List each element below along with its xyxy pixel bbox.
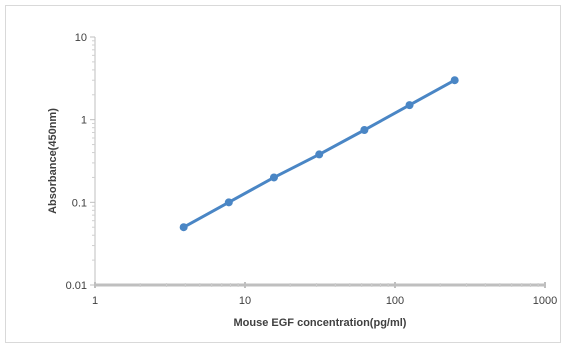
y-tick-labels: 10 1 0.1 0.01 [66,32,87,292]
data-point [450,76,459,85]
data-point [224,198,233,207]
tick-marks [90,36,546,288]
x-axis-title: Mouse EGF concentration(pg/ml) [234,317,407,329]
y-tick-label: 0.01 [66,280,87,292]
data-point [315,150,324,159]
x-tick-labels: 1 10 100 1000 [92,295,557,307]
x-tick-label: 1 [92,295,98,307]
data-point [360,125,369,134]
x-tick-label: 100 [386,295,404,307]
y-axis-title: Absorbance(450nm) [47,108,59,214]
data-point [179,223,188,232]
data-point [405,101,414,110]
data-point [269,173,278,182]
y-tick-label: 10 [75,32,87,44]
x-tick-label: 10 [239,295,251,307]
x-tick-label: 1000 [533,295,557,307]
y-tick-label: 0.1 [72,197,87,209]
y-tick-label: 1 [81,115,87,127]
series-group [179,76,459,232]
